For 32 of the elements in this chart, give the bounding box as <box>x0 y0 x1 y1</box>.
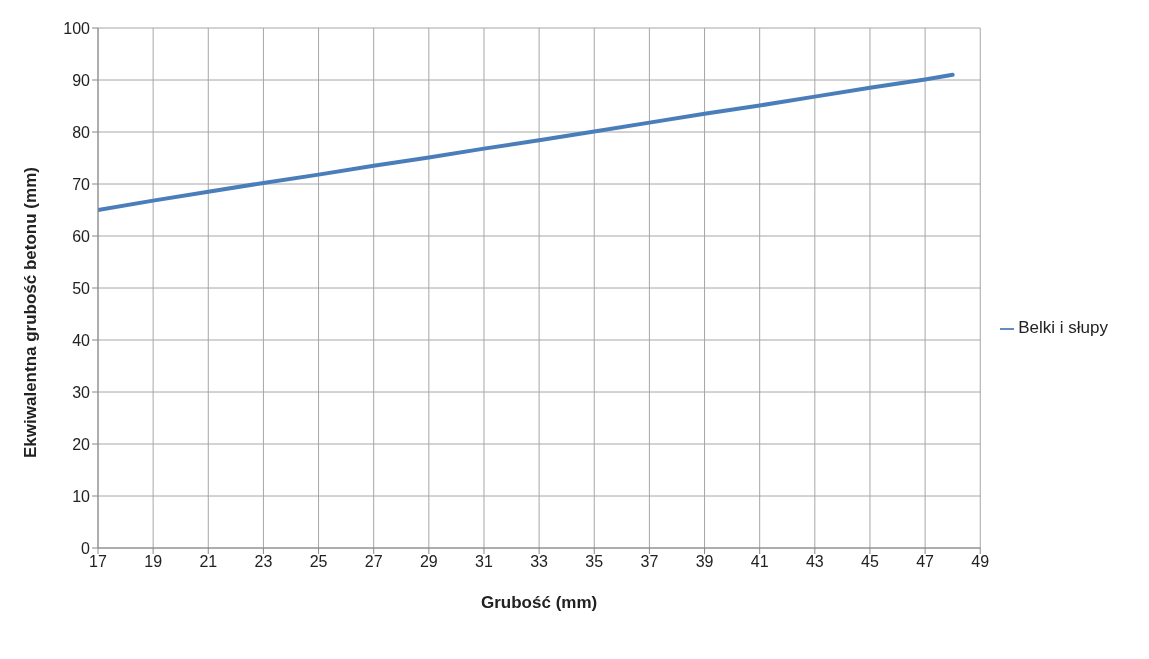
x-tick-label: 37 <box>640 553 659 571</box>
y-tick-label: 60 <box>72 227 91 245</box>
x-tick-label: 41 <box>750 553 769 571</box>
x-tick-label: 19 <box>144 553 163 571</box>
y-tick-label: 80 <box>72 123 91 141</box>
x-tick-label: 49 <box>971 553 990 571</box>
x-tick-label: 33 <box>530 553 549 571</box>
y-axis-title: Ekwiwalentna grubość betonu (mm) <box>21 167 41 458</box>
line-series <box>98 72 955 212</box>
y-tick-label: 20 <box>72 435 91 453</box>
x-axis-title: Grubość (mm) <box>481 593 598 612</box>
y-tick-label: 30 <box>72 383 91 401</box>
y-tick-label: 40 <box>72 331 91 349</box>
x-tick-label: 45 <box>861 553 879 571</box>
y-tick-label: 70 <box>72 175 91 193</box>
x-tick-label: 31 <box>475 553 493 571</box>
x-tick-label: 21 <box>199 553 218 571</box>
x-tick-label: 43 <box>805 553 824 571</box>
x-tick-label: 47 <box>916 553 935 571</box>
legend-label: Belki i słupy <box>1018 318 1108 337</box>
x-tick-label: 39 <box>695 553 714 571</box>
y-tick-label: 100 <box>63 19 91 37</box>
x-tick-label: 35 <box>585 553 604 571</box>
x-tick-label: 25 <box>309 553 328 571</box>
x-tick-label: 27 <box>364 553 383 571</box>
x-tick-label: 23 <box>254 553 273 571</box>
x-tick-label: 17 <box>89 553 107 571</box>
y-tick-label: 10 <box>72 487 91 505</box>
x-tick-label: 29 <box>419 553 438 571</box>
y-tick-label: 0 <box>81 539 91 557</box>
y-tick-label: 90 <box>72 71 91 89</box>
y-tick-label: 50 <box>72 279 91 297</box>
